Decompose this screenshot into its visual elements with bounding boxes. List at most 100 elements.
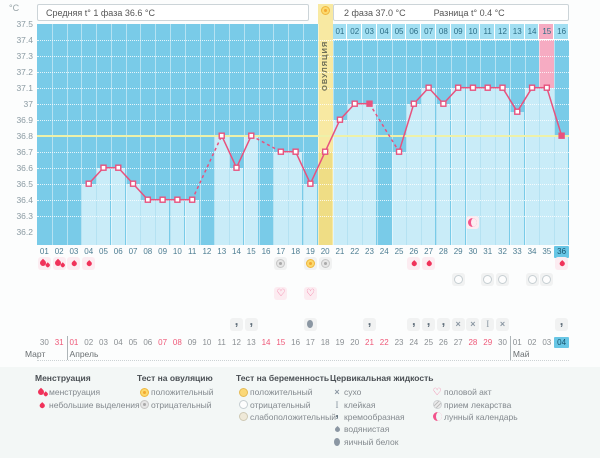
column-separator (303, 24, 304, 245)
y-axis-tick-37.4: 37.4 (16, 34, 33, 45)
chart-area: ОВУЛЯЦИЯ 01 02 03 04 05 06 07 08 09 10 11 12 13 14 15 16… (16, 19, 569, 361)
day-32-event-cell[interactable]: × (496, 317, 509, 331)
day-column-03[interactable] (67, 24, 82, 245)
calendar-date-Май-04: 04 (554, 337, 569, 348)
day-column-06[interactable] (111, 24, 126, 245)
day-26-event-cell[interactable]: , (407, 313, 421, 331)
day-column-21[interactable] (333, 24, 348, 245)
day-column-05[interactable] (96, 24, 111, 245)
day-column-12[interactable] (200, 24, 215, 245)
day-column-34[interactable] (525, 24, 540, 245)
day-column-30[interactable] (466, 24, 481, 245)
day-column-18[interactable] (288, 24, 303, 245)
day-17-event-cell[interactable]: ♡ (274, 286, 288, 300)
day-30-event-cell[interactable]: × (466, 317, 480, 331)
day-17-event-cell[interactable] (274, 256, 288, 270)
day-column-07[interactable] (126, 24, 141, 245)
calendar-date-Апрель-03: 03 (99, 338, 108, 347)
day-31-event-cell[interactable] (481, 272, 495, 286)
day-column-35[interactable] (539, 24, 554, 245)
cycle-day-label-09: 09 (158, 247, 168, 256)
day-23-event-cell[interactable]: , (363, 313, 376, 331)
temp-column-day-06 (111, 167, 126, 245)
spotting-icon (68, 257, 80, 269)
day-column-13[interactable] (214, 24, 229, 245)
day-column-23[interactable] (362, 24, 377, 245)
day-36-event-cell[interactable] (555, 256, 569, 270)
menstruation-icon (53, 257, 66, 269)
day-20-event-cell[interactable] (318, 256, 332, 270)
legend-item: , кремообразная (330, 405, 435, 423)
y-axis-unit-label: °C (9, 3, 20, 13)
day-column-19[interactable] (303, 24, 318, 245)
legend-icon-box (236, 399, 250, 411)
day-29-event-cell[interactable]: × (451, 317, 465, 331)
day-column-14[interactable] (229, 24, 244, 245)
cycle-day-label-30: 30 (468, 247, 478, 256)
day-35-event-cell[interactable] (540, 272, 554, 286)
day-column-26[interactable] (406, 24, 421, 245)
cycle-day-label-21: 21 (335, 247, 345, 256)
day-column-25[interactable] (392, 24, 407, 245)
day-column-28[interactable] (436, 24, 451, 245)
day-28-event-cell[interactable]: , (436, 313, 450, 331)
legend-item: × сухо (330, 386, 435, 398)
day-column-02[interactable] (52, 24, 67, 245)
column-separator (66, 24, 68, 245)
day-column-31[interactable] (480, 24, 495, 245)
day-03-event-cell[interactable] (67, 256, 81, 270)
calendar-date-Апрель-02: 02 (84, 338, 94, 347)
temp-column-day-08 (140, 199, 155, 245)
day-column-24[interactable] (377, 24, 392, 245)
day-column-16[interactable] (259, 24, 274, 245)
calendar-date-Апрель-21: 21 (365, 338, 374, 347)
legend-item: прием лекарства (430, 398, 535, 410)
calendar-date-Апрель-14: 14 (261, 338, 271, 347)
day-19-event-cell[interactable]: ♡ (303, 286, 317, 300)
legend-icon-box: , (330, 405, 344, 423)
day-column-36[interactable] (554, 24, 569, 245)
phase2-strip-day-07: 07 (421, 24, 436, 40)
day-27-event-cell[interactable] (422, 256, 436, 270)
legend-item-label: прием лекарства (444, 399, 512, 410)
legend-group-3: Тест на беременность положительный отрицат… (236, 373, 341, 423)
column-separator (81, 24, 83, 245)
cervical-creamy-icon: , (426, 312, 431, 328)
phase2-strip-day-01: 01 (332, 24, 348, 40)
y-axis-tick-36.3: 36.3 (16, 210, 33, 221)
day-19-event-cell[interactable] (303, 317, 317, 331)
day-34-event-cell[interactable] (525, 272, 539, 286)
day-14-event-cell[interactable]: , (230, 313, 243, 331)
day-36-event-cell[interactable]: , (555, 313, 569, 331)
day-column-29[interactable] (451, 24, 466, 245)
day-column-27[interactable] (421, 24, 436, 245)
cycle-day-label-14: 14 (232, 247, 241, 256)
day-04-event-cell[interactable] (82, 256, 96, 270)
day-02-event-cell[interactable] (52, 256, 66, 270)
temp-column-day-22 (347, 103, 362, 245)
day-31-event-cell[interactable]: I (481, 317, 495, 331)
day-column-04[interactable] (81, 24, 96, 245)
day-27-event-cell[interactable]: , (422, 313, 436, 331)
phase2-strip-day-08: 08 (436, 24, 451, 40)
day-15-event-cell[interactable]: , (244, 313, 258, 331)
day-column-15[interactable] (244, 24, 259, 245)
pregnancy-test-negative-icon (482, 273, 494, 285)
day-26-event-cell[interactable] (407, 256, 421, 270)
day-column-08[interactable] (140, 24, 155, 245)
day-column-10[interactable] (170, 24, 185, 245)
day-column-11[interactable] (185, 24, 200, 245)
day-29-event-cell[interactable] (451, 272, 465, 286)
day-column-32[interactable] (495, 24, 510, 245)
spotting-icon (408, 257, 420, 269)
day-column-01[interactable] (37, 24, 52, 245)
day-column-33[interactable] (510, 24, 525, 245)
day-19-event-cell[interactable] (303, 256, 317, 270)
day-01-event-cell[interactable] (37, 256, 51, 270)
day-32-event-cell[interactable] (496, 272, 509, 286)
temp-column-day-19 (303, 183, 318, 245)
day-column-22[interactable] (347, 24, 362, 245)
day-column-17[interactable] (273, 24, 288, 245)
column-separator (288, 24, 290, 245)
day-column-09[interactable] (155, 24, 170, 245)
